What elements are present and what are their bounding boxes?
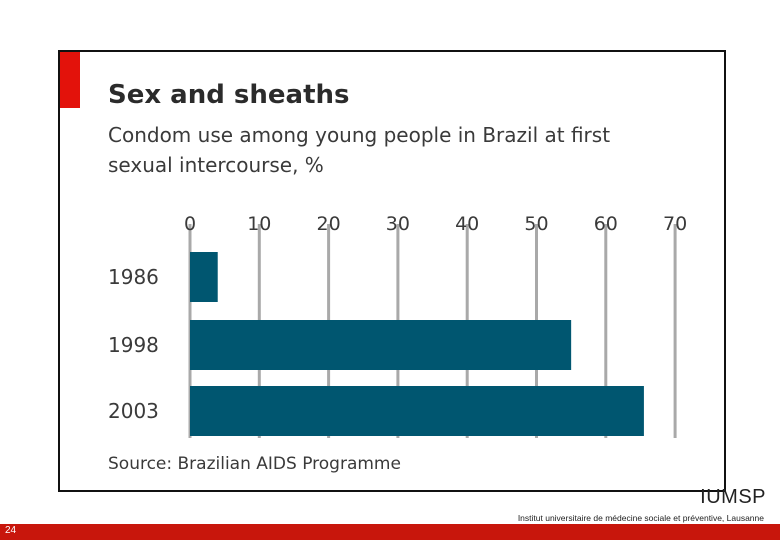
page-number: 24 <box>5 525 17 536</box>
x-tick-label-10: 10 <box>247 213 271 235</box>
x-tick-label-70: 70 <box>663 213 687 235</box>
bar-1986 <box>190 252 218 302</box>
category-label-1998: 1998 <box>108 333 159 357</box>
category-label-2003: 2003 <box>108 399 159 423</box>
x-tick-label-40: 40 <box>455 213 479 235</box>
bar-chart-plot: 0 10 20 30 40 50 60 70 1986 1998 2003 <box>108 213 687 438</box>
category-label-1986: 1986 <box>108 265 159 289</box>
x-tick-label-60: 60 <box>594 213 618 235</box>
economist-red-tab <box>60 52 80 108</box>
x-tick-label-30: 30 <box>386 213 410 235</box>
chart-title: Sex and sheaths <box>108 80 350 110</box>
x-tick-label-20: 20 <box>317 213 341 235</box>
chart-subtitle: Condom use among young people in Brazil … <box>108 123 611 177</box>
x-tick-label-0: 0 <box>184 213 196 235</box>
chart-source: Source: Brazilian AIDS Programme <box>108 454 401 474</box>
footer-bar: 24 <box>0 524 780 540</box>
institute-name: Institut universitaire de médecine socia… <box>517 513 764 523</box>
bar-1998 <box>190 320 572 370</box>
x-tick-label-50: 50 <box>524 213 548 235</box>
iumsp-logo: IUMSP <box>700 486 766 508</box>
bar-2003 <box>190 386 644 436</box>
chart-frame: Sex and sheaths Condom use among young p… <box>58 50 726 492</box>
